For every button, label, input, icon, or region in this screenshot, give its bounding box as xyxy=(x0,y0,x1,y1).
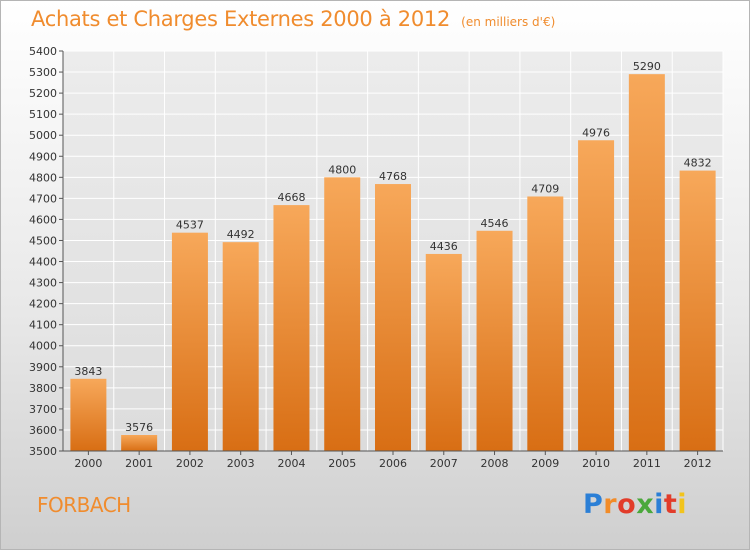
data-label-2008: 4546 xyxy=(481,217,509,230)
bar-2010 xyxy=(578,140,615,451)
y-tick-label: 4600 xyxy=(29,213,57,226)
y-tick-label: 3600 xyxy=(29,424,57,437)
data-label-2000: 3843 xyxy=(74,365,102,378)
y-tick-label: 3900 xyxy=(29,361,57,374)
bar-2001 xyxy=(121,435,158,451)
x-tick-label-2012: 2012 xyxy=(684,457,712,470)
bar-2000 xyxy=(70,378,107,451)
logo-letter: o xyxy=(617,489,637,520)
bar-2012 xyxy=(679,170,716,451)
bar-2011 xyxy=(628,74,665,451)
logo-letter: x xyxy=(636,489,655,520)
logo-letter: t xyxy=(663,489,678,520)
y-tick-label: 4800 xyxy=(29,171,57,184)
x-tick-label-2005: 2005 xyxy=(328,457,356,470)
y-tick-label: 5300 xyxy=(29,66,57,79)
data-label-2007: 4436 xyxy=(430,240,458,253)
x-tick-label-2004: 2004 xyxy=(277,457,305,470)
x-tick-label-2003: 2003 xyxy=(227,457,255,470)
x-tick-label-2007: 2007 xyxy=(430,457,458,470)
bar-2008 xyxy=(476,230,513,451)
y-tick-label: 4500 xyxy=(29,234,57,247)
bar-2006 xyxy=(375,184,411,452)
x-tick-label-2006: 2006 xyxy=(379,457,407,470)
data-label-2004: 4668 xyxy=(277,191,305,204)
chart-title: Achats et Charges Externes 2000 à 2012 xyxy=(31,7,451,31)
bar-2005 xyxy=(324,177,361,451)
title-line: Achats et Charges Externes 2000 à 2012 (… xyxy=(31,7,555,31)
logo-letter: i xyxy=(654,489,664,520)
commune-name: FORBACH xyxy=(37,493,131,517)
logo-letter: P xyxy=(583,489,604,520)
data-label-2003: 4492 xyxy=(227,228,255,241)
data-label-2001: 3576 xyxy=(125,421,153,434)
y-tick-label: 4400 xyxy=(29,256,57,269)
data-label-2011: 5290 xyxy=(633,60,661,73)
bar-2009 xyxy=(527,196,564,451)
bar-2003 xyxy=(222,242,259,451)
x-tick-label-2002: 2002 xyxy=(176,457,204,470)
x-tick-label-2009: 2009 xyxy=(531,457,559,470)
logo-letter: r xyxy=(603,489,618,520)
data-label-2002: 4537 xyxy=(176,219,204,232)
y-tick-label: 4700 xyxy=(29,192,57,205)
x-tick-label-2001: 2001 xyxy=(125,457,153,470)
data-label-2012: 4832 xyxy=(684,157,712,170)
y-tick-label: 5400 xyxy=(29,45,57,58)
bar-2007 xyxy=(425,253,462,451)
data-label-2009: 4709 xyxy=(531,182,559,195)
data-label-2006: 4768 xyxy=(379,170,407,183)
y-tick-label: 3500 xyxy=(29,445,57,458)
data-label-2010: 4976 xyxy=(582,126,610,139)
y-tick-label: 4900 xyxy=(29,150,57,163)
y-tick-label: 3700 xyxy=(29,403,57,416)
y-tick-label: 4000 xyxy=(29,340,57,353)
y-tick-label: 5000 xyxy=(29,129,57,142)
y-tick-label: 4100 xyxy=(29,319,57,332)
logo-letter: i xyxy=(677,489,688,520)
x-tick-label-2000: 2000 xyxy=(74,457,102,470)
bar-2002 xyxy=(171,232,208,451)
unit-note: (en milliers d'€) xyxy=(461,15,556,29)
x-tick-label-2011: 2011 xyxy=(633,457,661,470)
proxiti-logo[interactable]: Proxiti xyxy=(583,489,687,520)
y-tick-label: 3800 xyxy=(29,382,57,395)
y-tick-label: 4300 xyxy=(29,277,57,290)
y-tick-label: 5200 xyxy=(29,87,57,100)
x-tick-label-2008: 2008 xyxy=(481,457,509,470)
x-tick-label-2010: 2010 xyxy=(582,457,610,470)
data-label-2005: 4800 xyxy=(328,163,356,176)
y-tick-label: 4200 xyxy=(29,298,57,311)
y-tick-label: 5100 xyxy=(29,108,57,121)
bar-2004 xyxy=(273,205,310,451)
